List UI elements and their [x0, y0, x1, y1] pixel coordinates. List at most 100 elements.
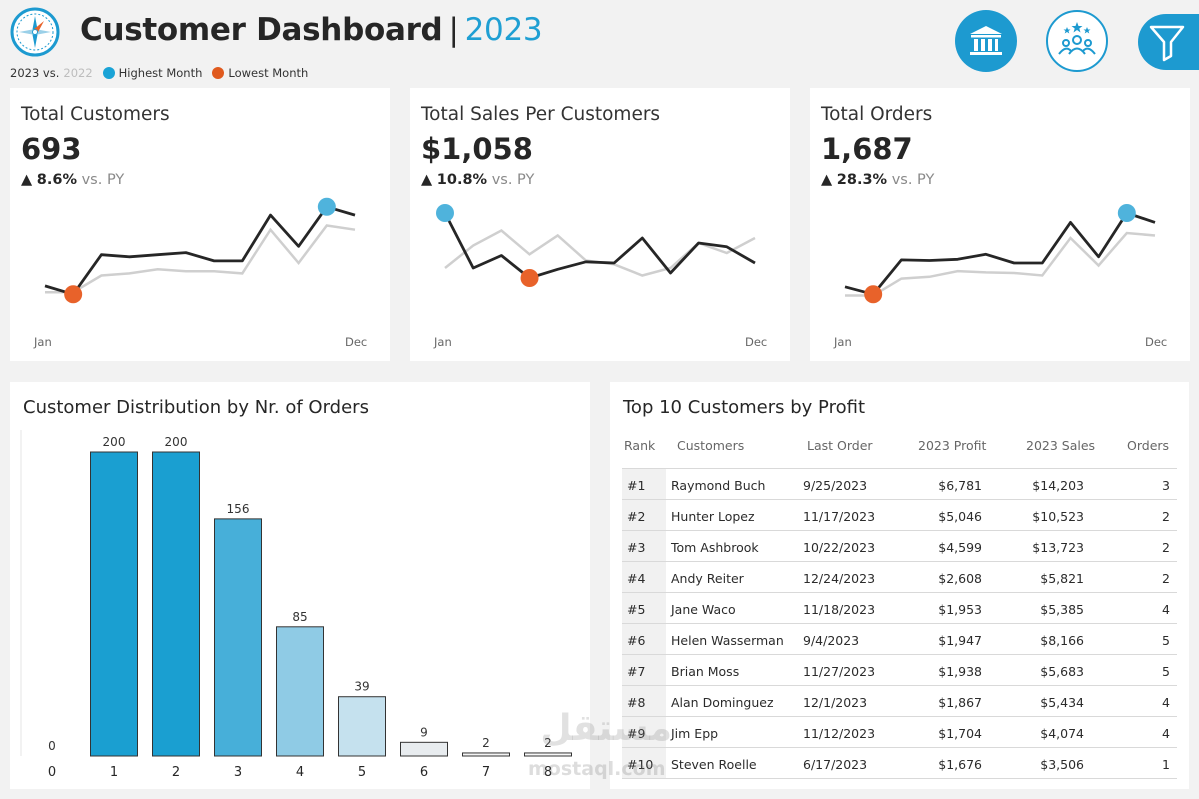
col-header-sales[interactable]: 2023 Sales: [1026, 438, 1096, 453]
table-row[interactable]: #9 Jim Epp 11/12/2023 $1,704 $4,074 4: [622, 716, 1177, 748]
col-header-profit[interactable]: 2023 Profit: [918, 438, 987, 453]
lowest-month-marker[interactable]: [520, 269, 539, 287]
table-row[interactable]: #8 Alan Dominguez 12/1/2023 $1,867 $5,434 4: [622, 685, 1177, 717]
bar-value-label: 156: [227, 502, 250, 516]
people-stars-icon: [1058, 22, 1096, 55]
rank-cell-bg: [622, 593, 666, 624]
cell-orders: 4: [1162, 602, 1170, 617]
table-row[interactable]: #6 Helen Wasserman 9/4/2023 $1,947 $8,166 5: [622, 623, 1177, 655]
x-tick-label: 5: [358, 765, 366, 780]
filter-button[interactable]: [1138, 14, 1199, 70]
cell-last-order: 10/22/2023: [803, 540, 876, 555]
kpi-card-sales-per-customer: Total Sales Per Customers $1,058 ▲ 10.8%…: [410, 88, 790, 361]
table-row[interactable]: #5 Jane Waco 11/18/2023 $1,953 $5,385 4: [622, 592, 1177, 624]
kpi-delta-percent: 28.3%: [836, 172, 888, 188]
highest-month-dot: [102, 67, 115, 79]
kpi-title: Total Customers: [21, 104, 170, 125]
bar-1[interactable]: [90, 451, 138, 757]
rank-cell-bg: [622, 686, 666, 717]
bar-6[interactable]: [400, 741, 448, 757]
kpi-axis-start: Jan: [34, 335, 52, 349]
highest-month-marker[interactable]: [317, 197, 336, 216]
col-header-orders[interactable]: Orders: [1127, 438, 1170, 453]
compass-logo-icon: [10, 7, 60, 57]
cell-rank: #1: [627, 478, 646, 493]
legend: 2023 vs. 2022 Highest Month Lowest Month: [10, 66, 308, 80]
distribution-chart-title: Customer Distribution by Nr. of Orders: [23, 397, 369, 418]
col-header-customers[interactable]: Customers: [677, 438, 745, 453]
cell-last-order: 11/17/2023: [803, 509, 876, 524]
cell-orders: 2: [1162, 571, 1170, 586]
bank-button[interactable]: [955, 10, 1017, 72]
rank-cell-bg: [622, 469, 666, 500]
rank-cell-bg: [622, 531, 666, 562]
bar-value-label: 9: [420, 725, 428, 739]
bar-4[interactable]: [276, 626, 324, 757]
bank-icon: [970, 26, 1002, 55]
bar-7[interactable]: [462, 752, 510, 757]
cell-customer: Raymond Buch: [671, 478, 766, 493]
lowest-month-marker[interactable]: [864, 285, 883, 304]
cell-rank: #5: [627, 602, 646, 617]
cell-last-order: 12/24/2023: [803, 571, 876, 586]
cell-sales: $4,074: [1040, 726, 1084, 741]
top10-card: Top 10 Customers by Profit Rank Customer…: [610, 382, 1189, 789]
sparkline-current-year: [44, 205, 356, 296]
cell-profit: $1,947: [938, 633, 982, 648]
table-row[interactable]: #3 Tom Ashbrook 10/22/2023 $4,599 $13,723 2: [622, 530, 1177, 562]
distribution-card: Customer Distribution by Nr. of Orders 0…: [10, 382, 590, 789]
title-year: 2023: [464, 12, 543, 48]
col-header-rank[interactable]: Rank: [624, 438, 656, 453]
cell-customer: Andy Reiter: [671, 571, 744, 586]
cell-profit: $2,608: [938, 571, 982, 586]
bar-value-label: 200: [103, 435, 126, 449]
bar-2[interactable]: [152, 451, 200, 757]
bar-value-label: 0: [48, 739, 56, 753]
x-tick-label: 0: [48, 765, 56, 780]
kpi-card-total-customers: Total Customers 693 ▲ 8.6% vs. PY Jan De…: [10, 88, 390, 361]
table-row[interactable]: #4 Andy Reiter 12/24/2023 $2,608 $5,821 2: [622, 561, 1177, 593]
kpi-title: Total Orders: [821, 104, 933, 125]
up-arrow-icon: ▲: [821, 172, 833, 188]
bar-8[interactable]: [524, 752, 572, 757]
table-row[interactable]: #2 Hunter Lopez 11/17/2023 $5,046 $10,523 2: [622, 499, 1177, 531]
cell-sales: $8,166: [1040, 633, 1084, 648]
cell-last-order: 12/1/2023: [803, 695, 868, 710]
table-bottom-rule: [622, 778, 1177, 779]
sparkline-previous-year: [45, 224, 356, 294]
cell-customer: Hunter Lopez: [671, 509, 755, 524]
kpi-value: 1,687: [821, 132, 913, 166]
bar-5[interactable]: [338, 696, 386, 757]
cell-rank: #6: [627, 633, 646, 648]
highest-month-marker[interactable]: [436, 204, 454, 222]
kpi-delta-vs: vs. PY: [491, 172, 535, 188]
cell-sales: $5,434: [1040, 695, 1084, 710]
table-row[interactable]: #7 Brian Moss 11/27/2023 $1,938 $5,683 5: [622, 654, 1177, 686]
kpi-delta-percent: 8.6%: [36, 172, 77, 188]
rank-cell-bg: [622, 624, 666, 655]
cell-customer: Jane Waco: [671, 602, 736, 617]
cell-rank: #2: [627, 509, 646, 524]
highest-month-marker[interactable]: [1117, 204, 1136, 222]
cell-profit: $1,704: [938, 726, 982, 741]
cell-sales: $3,506: [1040, 757, 1084, 772]
col-header-last-order[interactable]: Last Order: [807, 438, 873, 453]
bar-3[interactable]: [214, 518, 262, 757]
cell-rank: #7: [627, 664, 646, 679]
kpi-sparkline: [44, 197, 356, 304]
kpi-delta-vs: vs. PY: [891, 172, 935, 188]
rank-cell-bg: [622, 500, 666, 531]
cell-profit: $4,599: [938, 540, 982, 555]
lowest-month-marker[interactable]: [64, 285, 83, 304]
legend-current-year: 2023 vs.: [10, 66, 60, 80]
bar-value-label: 39: [354, 680, 369, 694]
table-row[interactable]: #1 Raymond Buch 9/25/2023 $6,781 $14,203 3: [622, 468, 1177, 500]
cell-last-order: 11/18/2023: [803, 602, 876, 617]
cell-orders: 1: [1162, 757, 1170, 772]
cell-profit: $1,676: [938, 757, 982, 772]
kpi-sparkline: [436, 204, 756, 287]
kpi-delta: ▲ 28.3% vs. PY: [821, 172, 934, 188]
customers-button[interactable]: [1046, 10, 1108, 72]
table-row[interactable]: #10 Steven Roelle 6/17/2023 $1,676 $3,506 1: [622, 747, 1177, 779]
x-tick-label: 6: [420, 765, 428, 780]
